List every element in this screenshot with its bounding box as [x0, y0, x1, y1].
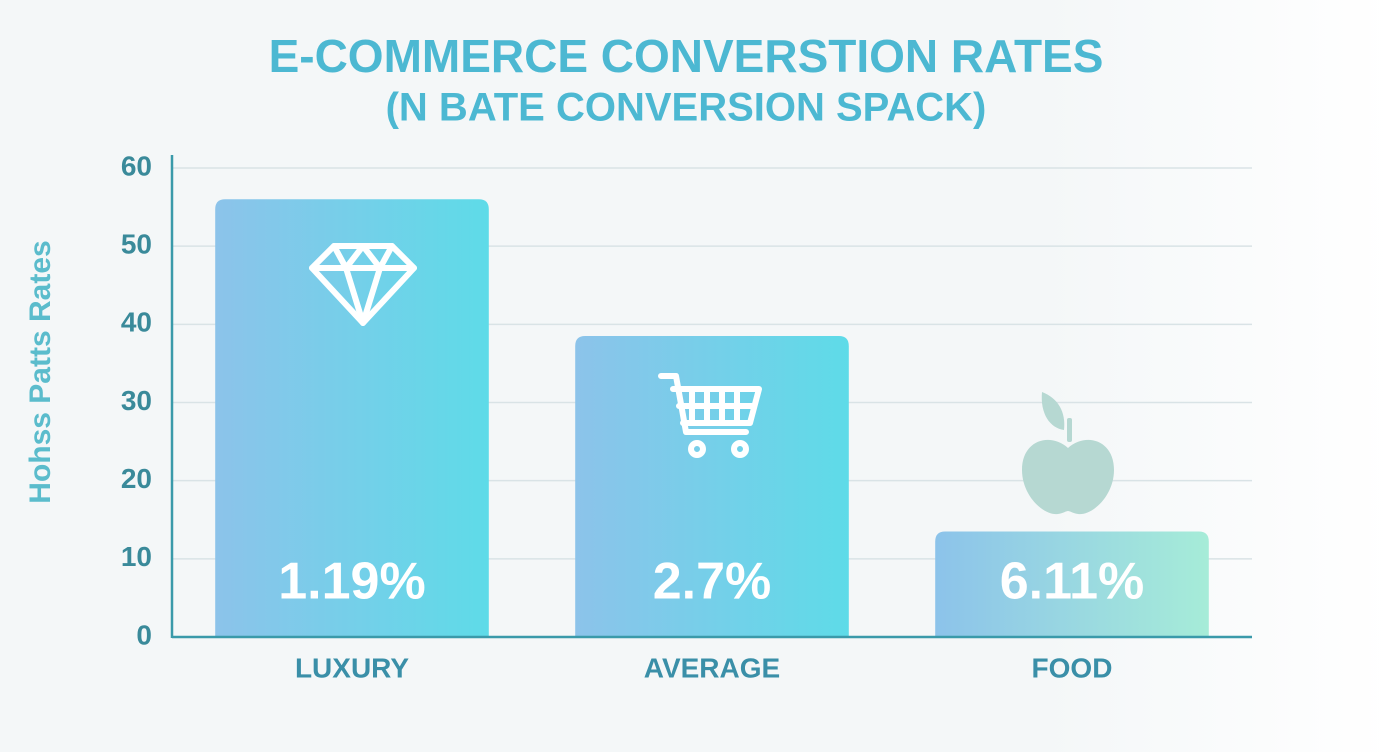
- x-tick-label: FOOD: [1032, 652, 1113, 683]
- y-tick-label: 10: [121, 541, 152, 572]
- bar-annotation: 6.11%: [1000, 553, 1145, 611]
- bar: [575, 336, 849, 637]
- y-tick-label: 0: [136, 619, 152, 650]
- bar: [935, 531, 1209, 637]
- bar-annotation: 2.7%: [653, 553, 772, 611]
- x-tick-label: LUXURY: [295, 652, 409, 683]
- x-tick-label: AVERAGE: [644, 652, 780, 683]
- bar: [215, 199, 489, 637]
- y-tick-label: 60: [121, 150, 152, 181]
- y-tick-label: 30: [121, 385, 152, 416]
- y-axis-label: Hohss Patts Rates: [24, 240, 57, 503]
- chart-subtitle: (N BATE CONVERSION SPACK): [386, 86, 987, 130]
- chart-title: E-COMMERCE CONVERSTION RATES: [269, 30, 1104, 82]
- labels: 0 10 20 30 40 50 60 LUXURY 1.19% AVERAGE 2.7% FOOD 6…: [121, 150, 1144, 683]
- y-tick-label: 40: [121, 307, 152, 338]
- diamond-icon: [309, 243, 417, 326]
- cart-icon: [658, 373, 762, 458]
- bar-annotation: 1.19%: [278, 553, 425, 611]
- bars: [215, 199, 1209, 637]
- apple-icon: [1022, 392, 1114, 515]
- y-tick-label: 50: [121, 229, 152, 260]
- y-tick-label: 20: [121, 463, 152, 494]
